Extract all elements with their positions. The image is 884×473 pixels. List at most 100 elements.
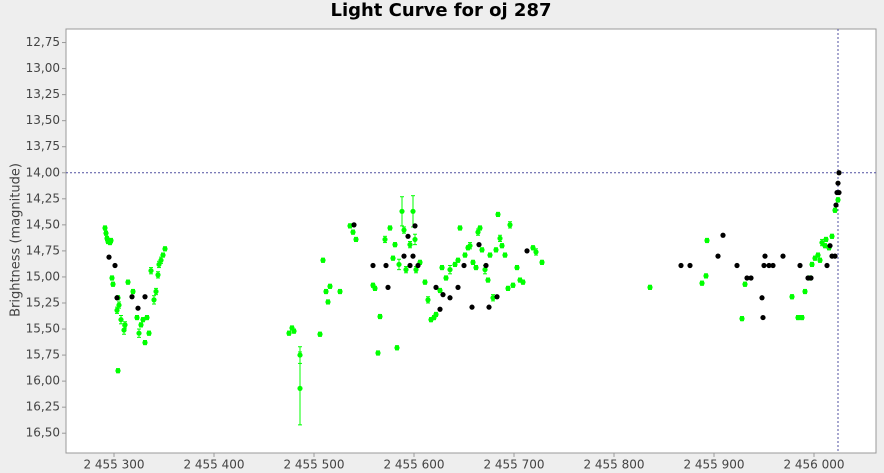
point — [766, 262, 772, 269]
point — [392, 242, 398, 248]
point — [533, 249, 539, 255]
point — [487, 252, 493, 258]
point — [734, 262, 740, 269]
point — [437, 306, 443, 312]
point — [327, 283, 333, 289]
point — [647, 284, 653, 290]
point — [375, 350, 381, 356]
point — [739, 316, 745, 322]
point — [144, 314, 150, 321]
point — [412, 223, 418, 229]
point — [122, 322, 128, 328]
point — [320, 257, 326, 263]
point — [823, 236, 829, 243]
point — [678, 262, 684, 269]
point — [443, 275, 449, 281]
point — [102, 225, 108, 231]
point — [103, 230, 109, 236]
y-axis-label: Brightness (magnitude) — [9, 163, 24, 317]
y-tick-label: 16,25 — [26, 400, 60, 414]
x-tick-label: 2 455 300 — [83, 458, 144, 472]
point — [323, 288, 329, 295]
x-tick-label: 2 455 800 — [583, 458, 644, 472]
point — [507, 222, 513, 228]
point — [130, 288, 136, 295]
y-tick-label: 13,00 — [26, 61, 60, 75]
point — [135, 305, 141, 311]
point — [422, 279, 428, 285]
point — [455, 284, 461, 290]
point — [109, 275, 115, 281]
point — [142, 294, 148, 300]
point — [744, 275, 750, 281]
point — [286, 330, 292, 336]
point — [136, 330, 142, 336]
point — [439, 264, 445, 271]
point — [291, 328, 297, 334]
point — [797, 262, 803, 269]
point — [160, 252, 166, 258]
point — [502, 252, 508, 258]
point — [485, 277, 491, 283]
point — [742, 281, 748, 287]
point — [824, 262, 830, 269]
point — [715, 253, 721, 259]
x-tick-label: 2 455 700 — [483, 458, 544, 472]
point — [720, 232, 726, 238]
point — [486, 304, 492, 310]
point — [817, 257, 823, 263]
x-tick-label: 2 455 900 — [683, 458, 744, 472]
point — [351, 222, 357, 228]
point — [155, 272, 161, 278]
point — [470, 259, 476, 265]
point — [461, 262, 467, 269]
point — [699, 280, 705, 286]
point — [462, 252, 468, 258]
point — [140, 317, 146, 323]
point — [118, 317, 124, 323]
point — [407, 242, 413, 248]
point — [106, 254, 112, 260]
point — [530, 245, 536, 251]
point — [687, 262, 693, 269]
point — [802, 288, 808, 295]
point — [524, 248, 530, 254]
point — [129, 294, 135, 300]
point — [350, 229, 356, 235]
point — [134, 314, 140, 321]
point — [770, 262, 776, 269]
y-tick-label: 16,00 — [26, 374, 60, 388]
point — [396, 261, 402, 268]
point — [151, 297, 157, 303]
point — [780, 253, 786, 259]
point — [138, 322, 144, 328]
point — [110, 281, 116, 287]
point — [425, 297, 431, 303]
point — [317, 331, 323, 337]
x-tick-label: 2 455 500 — [283, 458, 344, 472]
point — [407, 262, 413, 269]
point — [762, 253, 768, 259]
point — [539, 259, 545, 265]
point — [415, 262, 421, 269]
point — [761, 262, 767, 269]
point — [125, 279, 131, 285]
point — [452, 261, 458, 268]
y-tick-label: 13,50 — [26, 113, 60, 127]
point — [413, 267, 419, 273]
point — [493, 247, 499, 253]
plot-area — [65, 28, 877, 454]
y-tick-label: 13,75 — [26, 139, 60, 153]
point — [467, 243, 473, 249]
point — [372, 285, 378, 292]
point — [433, 311, 439, 318]
point — [703, 273, 709, 279]
point — [808, 275, 814, 281]
y-tick-label: 14,75 — [26, 243, 60, 257]
point — [401, 253, 407, 259]
point — [387, 225, 393, 231]
point — [520, 279, 526, 285]
point — [325, 299, 331, 305]
point — [748, 275, 754, 281]
